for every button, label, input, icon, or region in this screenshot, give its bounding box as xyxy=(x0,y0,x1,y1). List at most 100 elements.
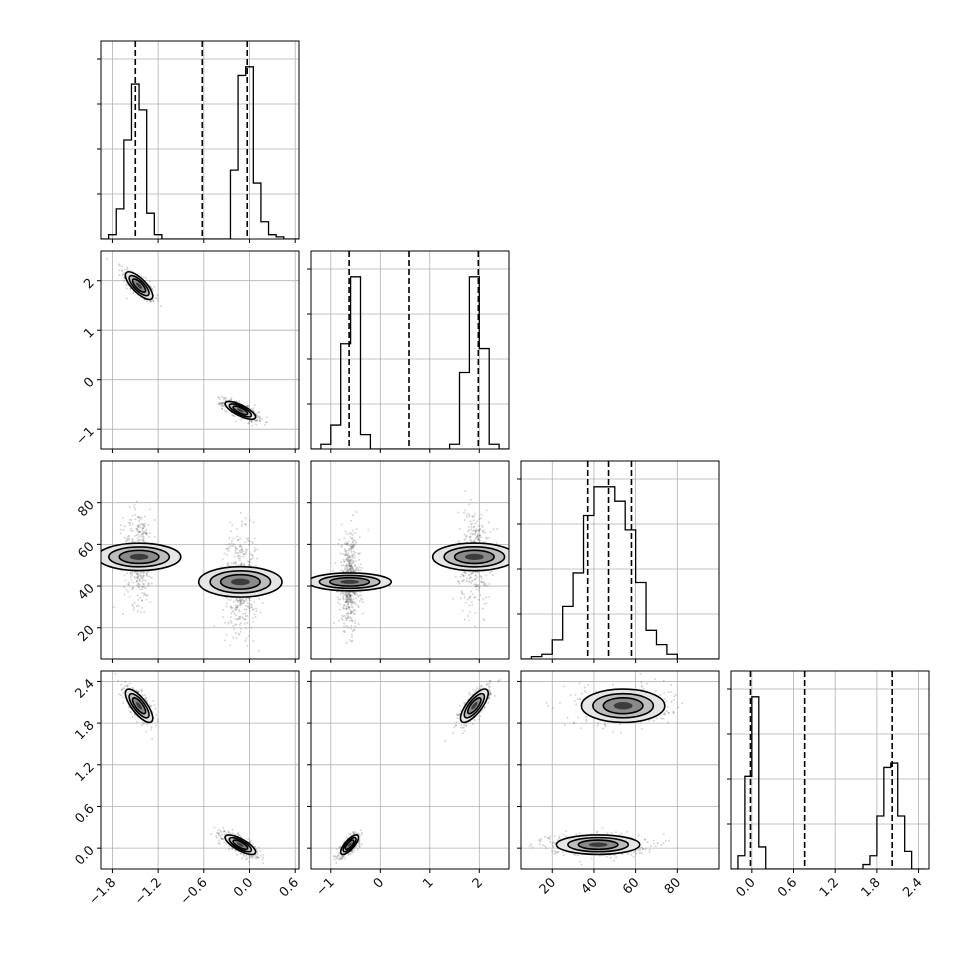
scatter-point xyxy=(239,602,242,605)
histogram-outline xyxy=(521,486,719,659)
scatter-point xyxy=(470,601,473,604)
scatter-point xyxy=(142,579,145,582)
scatter-point xyxy=(345,559,348,562)
scatter-point xyxy=(247,606,250,609)
scatter-point xyxy=(346,556,349,559)
scatter-point xyxy=(225,842,228,845)
scatter-point xyxy=(245,598,248,601)
scatter-point xyxy=(474,529,477,532)
scatter-point xyxy=(477,538,480,541)
scatter-point xyxy=(129,710,132,713)
scatter-point xyxy=(346,601,349,604)
scatter-point xyxy=(218,402,221,405)
scatter-point xyxy=(236,601,239,604)
scatter-point xyxy=(221,407,224,410)
scatter-point xyxy=(585,716,588,719)
scatter-point xyxy=(148,703,151,706)
scatter-point xyxy=(339,598,342,601)
scatter-point xyxy=(481,577,484,580)
scatter-point xyxy=(129,576,132,579)
y-tick-label: −1 xyxy=(73,424,97,448)
scatter-point xyxy=(345,591,348,594)
panel-content xyxy=(101,671,299,869)
scatter-point xyxy=(238,559,241,562)
scatter-point xyxy=(346,596,349,599)
scatter-point xyxy=(463,596,466,599)
scatter-point xyxy=(444,740,447,743)
scatter-point xyxy=(238,633,241,636)
scatter-point xyxy=(348,557,351,560)
scatter-point xyxy=(217,831,220,834)
scatter-point xyxy=(227,830,230,833)
scatter-point xyxy=(136,573,139,576)
scatter-point xyxy=(348,567,351,570)
scatter-point xyxy=(140,690,143,693)
contour-ellipse xyxy=(135,282,143,289)
scatter-point xyxy=(245,599,248,602)
scatter-point xyxy=(234,560,237,563)
scatter-point xyxy=(223,398,226,401)
scatter-point xyxy=(140,580,143,583)
scatter-point xyxy=(156,297,159,300)
scatter-point xyxy=(347,569,350,572)
scatter-point xyxy=(236,606,239,609)
scatter-point xyxy=(347,569,350,572)
scatter-point xyxy=(487,697,490,700)
scatter-point xyxy=(242,553,245,556)
scatter-point xyxy=(345,601,348,604)
scatter-point xyxy=(475,536,478,539)
scatter-point xyxy=(131,715,134,718)
scatter-point xyxy=(129,572,132,575)
scatter-point xyxy=(350,851,353,854)
scatter-point xyxy=(497,680,500,683)
scatter-point xyxy=(477,529,480,532)
scatter-point xyxy=(490,570,493,573)
scatter-point xyxy=(244,548,247,551)
scatter-point xyxy=(220,830,223,833)
scatter-point xyxy=(213,826,216,829)
scatter-point xyxy=(345,557,348,560)
scatter-point xyxy=(246,857,249,860)
scatter-point xyxy=(231,847,234,850)
scatter-point xyxy=(231,609,234,612)
scatter-point xyxy=(235,547,238,550)
scatter-point xyxy=(358,552,361,555)
scatter-point xyxy=(351,554,354,557)
scatter-point xyxy=(236,618,239,621)
scatter-point xyxy=(349,598,352,601)
scatter-point xyxy=(237,538,240,541)
scatter-point xyxy=(351,537,354,540)
scatter-point xyxy=(257,856,260,859)
scatter-point xyxy=(351,569,354,572)
histogram-panel-2 xyxy=(517,460,720,663)
scatter-point xyxy=(240,548,243,551)
scatter-point xyxy=(349,559,352,562)
scatter-point xyxy=(346,542,349,545)
scatter-point xyxy=(344,543,347,546)
scatter-point xyxy=(246,605,249,608)
x-tick-label: −1.2 xyxy=(132,875,165,908)
scatter-point xyxy=(253,613,256,616)
scatter-point xyxy=(218,396,221,399)
scatter-point xyxy=(133,577,136,580)
scatter-point xyxy=(355,567,358,570)
scatter-point xyxy=(217,841,220,844)
scatter-point xyxy=(128,518,131,521)
scatter-point xyxy=(225,605,228,608)
scatter-point xyxy=(348,569,351,572)
scatter-point xyxy=(462,732,465,735)
scatter-point xyxy=(348,597,351,600)
density-contour xyxy=(236,408,244,413)
scatter-point xyxy=(345,595,348,598)
scatter-point xyxy=(133,571,136,574)
scatter-point xyxy=(257,856,260,859)
scatter-point xyxy=(457,540,460,543)
scatter-point xyxy=(484,596,487,599)
scatter-point xyxy=(248,597,251,600)
scatter-point xyxy=(343,593,346,596)
scatter-point xyxy=(135,576,138,579)
scatter-point xyxy=(468,536,471,539)
scatter-point xyxy=(253,404,256,407)
scatter-point xyxy=(464,490,467,493)
scatter-point xyxy=(121,517,124,520)
